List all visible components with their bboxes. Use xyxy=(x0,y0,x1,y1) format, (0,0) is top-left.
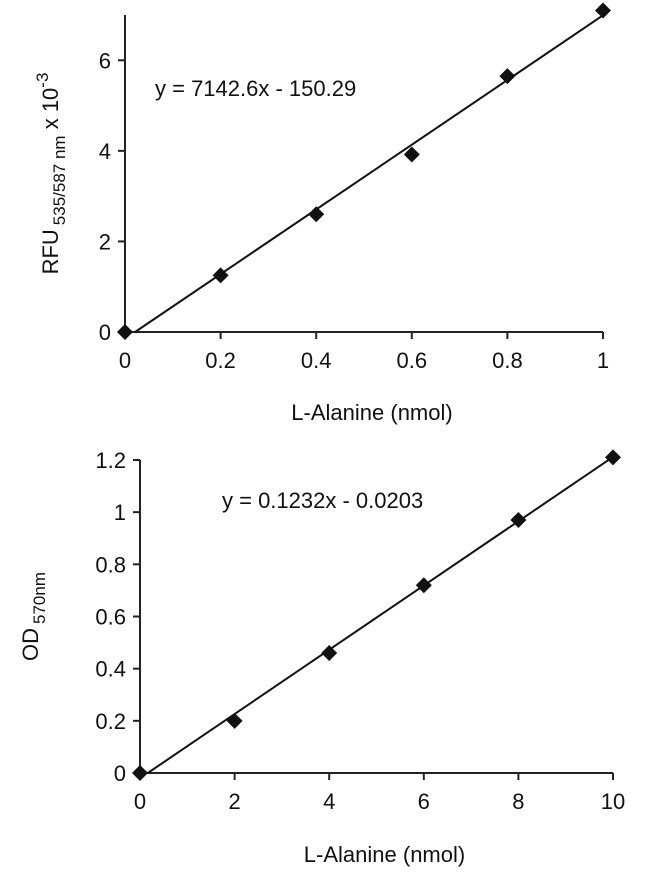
data-point xyxy=(308,206,325,223)
data-point xyxy=(415,577,432,594)
x-tick-label: 2 xyxy=(228,789,240,814)
y-tick-label: 2 xyxy=(99,229,111,254)
y-axis-title: OD570nm xyxy=(18,572,49,661)
y-tick-label: 0.8 xyxy=(95,552,126,577)
x-tick-label: 8 xyxy=(512,789,524,814)
data-point xyxy=(132,765,148,781)
y-tick-label: 1 xyxy=(114,500,126,525)
data-point xyxy=(595,2,611,19)
y-axis-title: RFU535/587 nm x 10-3 xyxy=(33,73,69,275)
y-tick-label: 0.2 xyxy=(95,709,126,734)
data-point xyxy=(510,511,527,528)
data-point xyxy=(212,267,229,284)
x-tick-label: 0.8 xyxy=(492,348,523,373)
data-point xyxy=(321,645,338,662)
x-tick-label: 0.4 xyxy=(301,348,332,373)
y-tick-label: 0 xyxy=(114,761,126,786)
data-point xyxy=(117,324,133,340)
trendline xyxy=(147,456,614,774)
x-tick-label: 0.6 xyxy=(397,348,428,373)
data-point xyxy=(499,68,516,85)
x-tick-label: 0.2 xyxy=(205,348,236,373)
od-calibration-chart: 0 0.2 0.4 0.6 0.8 1 1.2 0 2 4 6 8 10 y = 0.1232x - 0.… xyxy=(18,448,625,867)
x-tick-label: 1 xyxy=(597,348,609,373)
x-axis-title: L-Alanine (nmol) xyxy=(291,400,452,425)
data-point xyxy=(403,146,420,163)
rfu-calibration-chart: 0 2 4 6 0 0.2 0.4 0.6 0.8 1 y = 7142.6x - 150.29 L-… xyxy=(33,2,611,425)
y-tick-label: 0 xyxy=(99,320,111,345)
trendline-equation: y = 7142.6x - 150.29 xyxy=(155,76,356,101)
x-tick-label: 0 xyxy=(134,789,146,814)
x-tick-label: 10 xyxy=(601,789,625,814)
data-point xyxy=(226,712,243,729)
y-tick-label: 1.2 xyxy=(95,448,126,473)
x-axis-title: L-Alanine (nmol) xyxy=(304,842,465,867)
data-point xyxy=(605,449,621,466)
y-tick-label: 6 xyxy=(99,48,111,73)
x-tick-label: 4 xyxy=(323,789,335,814)
x-tick-label: 0 xyxy=(119,348,131,373)
x-tick-label: 6 xyxy=(418,789,430,814)
trendline xyxy=(134,14,604,333)
trendline-equation: y = 0.1232x - 0.0203 xyxy=(222,488,423,513)
y-tick-label: 0.6 xyxy=(95,605,126,630)
y-tick-label: 0.4 xyxy=(95,657,126,682)
y-tick-label: 4 xyxy=(99,139,111,164)
